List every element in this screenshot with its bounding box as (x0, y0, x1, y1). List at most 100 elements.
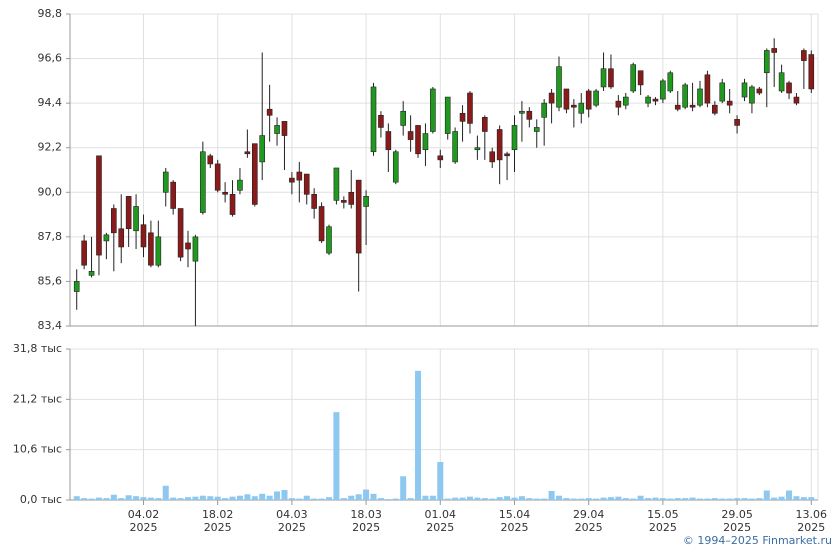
volume-bar (748, 498, 755, 500)
candle-body (585, 90, 592, 110)
candle-body (734, 119, 740, 126)
volume-bar (444, 498, 451, 500)
volume-bar (526, 498, 533, 500)
candle-body (81, 240, 87, 266)
volume-bar (370, 493, 377, 500)
volume-bar (800, 497, 807, 500)
volume-bar (177, 498, 184, 500)
volume-bar (348, 495, 355, 500)
volume-bar (585, 498, 592, 500)
volume-bar (652, 497, 659, 500)
volume-bar (125, 495, 132, 500)
volume-bar (222, 498, 229, 500)
candle-body (697, 88, 703, 106)
volume-bar (274, 491, 281, 500)
volume-bar (511, 497, 518, 500)
candle-body (526, 110, 533, 120)
candle-body (341, 200, 347, 203)
y-tick-label: 31,8 тыс (13, 342, 62, 355)
candle-body (467, 92, 473, 124)
x-tick-label: 15.05 (647, 508, 679, 521)
candle-body (615, 100, 622, 108)
volume-bar (415, 370, 422, 500)
candle-body (170, 181, 176, 209)
candle-body (652, 98, 659, 102)
volume-bar (778, 496, 785, 500)
candle-body (712, 104, 718, 114)
candle-body (571, 104, 577, 108)
volume-bar (118, 498, 125, 500)
candle-body (622, 96, 629, 106)
x-tick-label: 2025 (649, 521, 677, 534)
candle-body (155, 236, 162, 266)
candle-body (704, 74, 711, 104)
volume-bar (259, 493, 266, 500)
candle-body (363, 196, 369, 207)
volume-bar (385, 499, 392, 500)
candle-body (489, 151, 496, 163)
x-tick-label: 2025 (426, 521, 454, 534)
volume-bar (622, 498, 629, 500)
candle-body (630, 64, 637, 92)
volume-bar (696, 498, 703, 500)
candle-body (214, 163, 221, 191)
volume-bar (340, 498, 347, 500)
candle-body (786, 82, 792, 94)
volume-bar (682, 498, 689, 500)
x-tick-label: 2025 (204, 521, 232, 534)
candle-body (385, 131, 392, 151)
candle-body (778, 72, 785, 92)
y-tick-label: 85,6 (38, 274, 63, 287)
volume-bar (325, 497, 332, 500)
volume-bar (162, 485, 169, 500)
volume-bar (214, 496, 221, 500)
x-tick-label: 2025 (278, 521, 306, 534)
volume-bar (578, 498, 585, 500)
candle-body (600, 68, 607, 88)
candle-body (378, 114, 384, 128)
volume-bar (548, 490, 555, 500)
volume-bar (630, 498, 637, 500)
volume-bar (741, 498, 748, 500)
volume-bar (400, 476, 407, 500)
candle-body (689, 104, 696, 108)
candle-body (719, 82, 726, 102)
volume-bar (786, 490, 793, 500)
candle-body (140, 224, 147, 248)
volume-bar (719, 498, 726, 500)
candle-body (763, 50, 770, 74)
volume-bar (95, 497, 102, 500)
candle-body (229, 194, 236, 215)
volume-bar (318, 498, 325, 500)
volume-bar (207, 496, 214, 500)
x-tick-label: 2025 (575, 521, 603, 534)
y-tick-label: 0,0 тыс (20, 493, 62, 506)
volume-bar (288, 498, 295, 500)
volume-bar (667, 498, 674, 500)
volume-bar (533, 498, 540, 500)
candle-body (133, 206, 139, 232)
candle-body (318, 206, 325, 242)
candle-body (88, 270, 95, 276)
volume-bar (244, 494, 251, 500)
candle-body (519, 110, 525, 114)
volume-bar (466, 496, 473, 500)
volume-bar (133, 496, 140, 500)
volume-bar (496, 497, 503, 500)
volume-bar (808, 497, 815, 500)
volume-bar (170, 497, 177, 500)
candle-body (593, 90, 599, 106)
volume-bar (407, 498, 414, 500)
y-tick-label: 10,6 тыс (13, 443, 62, 456)
candle-body (749, 86, 755, 104)
candle-body (311, 194, 317, 209)
candle-body (185, 242, 191, 250)
candle-body (548, 92, 555, 104)
volume-bar (518, 496, 525, 500)
candle-body (266, 108, 273, 116)
volume-bar (103, 498, 110, 500)
volume-bar (607, 497, 614, 500)
candle-body (563, 88, 570, 110)
volume-bar (73, 496, 80, 500)
volume-bar (229, 496, 236, 500)
